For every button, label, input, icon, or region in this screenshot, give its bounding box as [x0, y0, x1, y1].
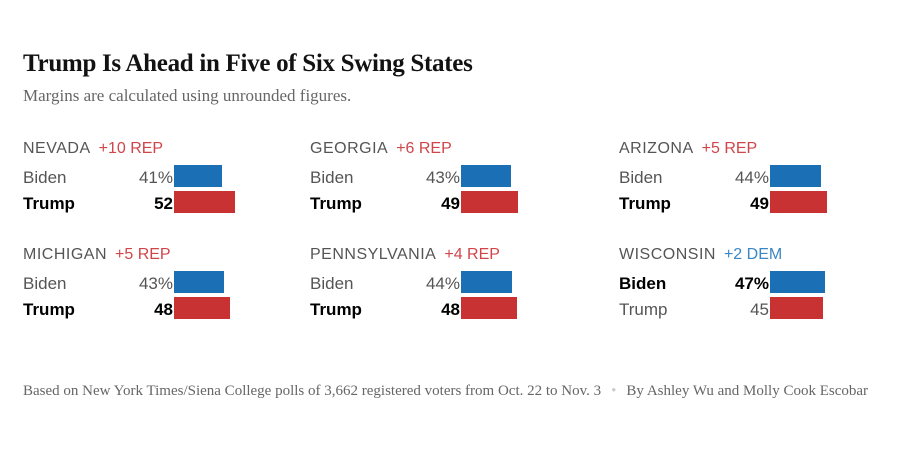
state-header: ARIZONA +5 REP: [619, 140, 757, 158]
candidate-row-biden: Biden 41%: [23, 165, 303, 192]
data-label: 41%: [138, 168, 173, 187]
bar-biden: [770, 271, 825, 293]
bar-trump: [174, 297, 231, 319]
candidate-name: Biden: [619, 274, 667, 293]
candidate-name: Trump: [310, 194, 362, 213]
state-panel-georgia: GEORGIA +6 REP Biden 43% Trump 49: [310, 140, 590, 230]
candidate-name: Trump: [310, 300, 362, 319]
state-panel-michigan: MICHIGAN +5 REP Biden 43% Trump 48: [23, 246, 303, 336]
candidate-row-biden: Biden 43%: [310, 165, 590, 192]
candidate-row-trump: Trump 49: [619, 191, 899, 218]
candidate-name: Biden: [310, 168, 354, 187]
state-margin: +5 REP: [701, 140, 758, 157]
bar-biden: [770, 165, 822, 187]
bar-trump: [461, 297, 518, 319]
state-name: ARIZONA: [619, 140, 694, 157]
state-name: NEVADA: [23, 140, 91, 157]
state-header: GEORGIA +6 REP: [310, 140, 452, 158]
state-panel-nevada: NEVADA +10 REP Biden 41% Trump 52: [23, 140, 303, 230]
separator-dot: •: [611, 383, 617, 399]
candidate-name: Biden: [619, 168, 663, 187]
chart-subtitle: Margins are calculated using unrounded f…: [23, 86, 352, 105]
state-margin: +4 REP: [444, 246, 500, 263]
candidate-name: Biden: [23, 168, 67, 187]
state-margin: +10 REP: [98, 140, 164, 157]
candidate-row-biden: Biden 43%: [23, 271, 303, 298]
bar-trump: [770, 191, 828, 213]
state-panel-arizona: ARIZONA +5 REP Biden 44% Trump 49: [619, 140, 899, 230]
data-label: 49: [441, 194, 460, 213]
source-note: Based on New York Times/Siena College po…: [23, 383, 602, 399]
candidate-name: Trump: [619, 194, 671, 213]
state-name: MICHIGAN: [23, 246, 107, 263]
state-panel-pennsylvania: PENNSYLVANIA +4 REP Biden 44% Trump 48: [310, 246, 590, 336]
data-label: 48: [154, 300, 173, 319]
state-margin: +2 DEM: [723, 246, 783, 263]
candidate-row-trump: Trump 52: [23, 191, 303, 218]
candidate-name: Trump: [23, 300, 75, 319]
bar-biden: [461, 271, 513, 293]
data-label: 44%: [734, 168, 769, 187]
state-margin: +5 REP: [115, 246, 171, 263]
candidate-row-trump: Trump 49: [310, 191, 590, 218]
data-label: 49: [750, 194, 769, 213]
candidate-row-trump: Trump 48: [310, 297, 590, 324]
data-label: 48: [441, 300, 460, 319]
bar-biden: [461, 165, 512, 187]
data-label: 47%: [734, 274, 769, 293]
data-label: 44%: [425, 274, 460, 293]
state-panel-wisconsin: WISCONSIN +2 DEM Biden 47% Trump 45: [619, 246, 899, 336]
candidate-row-biden: Biden 44%: [619, 165, 899, 192]
data-label: 52: [154, 194, 173, 213]
chart-title: Trump Is Ahead in Five of Six Swing Stat…: [23, 50, 473, 77]
bar-trump: [174, 191, 235, 213]
data-label: 43%: [425, 168, 460, 187]
state-header: MICHIGAN +5 REP: [23, 246, 171, 264]
bar-trump: [770, 297, 823, 319]
state-header: NEVADA +10 REP: [23, 140, 163, 158]
state-name: WISCONSIN: [619, 246, 716, 263]
state-header: PENNSYLVANIA +4 REP: [310, 246, 500, 264]
state-name: GEORGIA: [310, 140, 389, 157]
candidate-name: Trump: [619, 300, 668, 319]
state-margin: +6 REP: [396, 140, 452, 157]
candidate-row-biden: Biden 47%: [619, 271, 899, 298]
state-header: WISCONSIN +2 DEM: [619, 246, 782, 264]
byline: By Ashley Wu and Molly Cook Escobar: [626, 383, 869, 399]
candidate-row-trump: Trump 45: [619, 297, 899, 324]
state-name: PENNSYLVANIA: [310, 246, 437, 263]
candidate-name: Biden: [310, 274, 354, 293]
bar-trump: [461, 191, 519, 213]
candidate-row-biden: Biden 44%: [310, 271, 590, 298]
footer: Based on New York Times/Siena College po…: [23, 380, 873, 402]
candidate-name: Biden: [23, 274, 67, 293]
data-label: 43%: [138, 274, 173, 293]
bar-biden: [174, 165, 222, 187]
data-label: 45: [750, 300, 769, 319]
bar-biden: [174, 271, 225, 293]
candidate-name: Trump: [23, 194, 75, 213]
candidate-row-trump: Trump 48: [23, 297, 303, 324]
